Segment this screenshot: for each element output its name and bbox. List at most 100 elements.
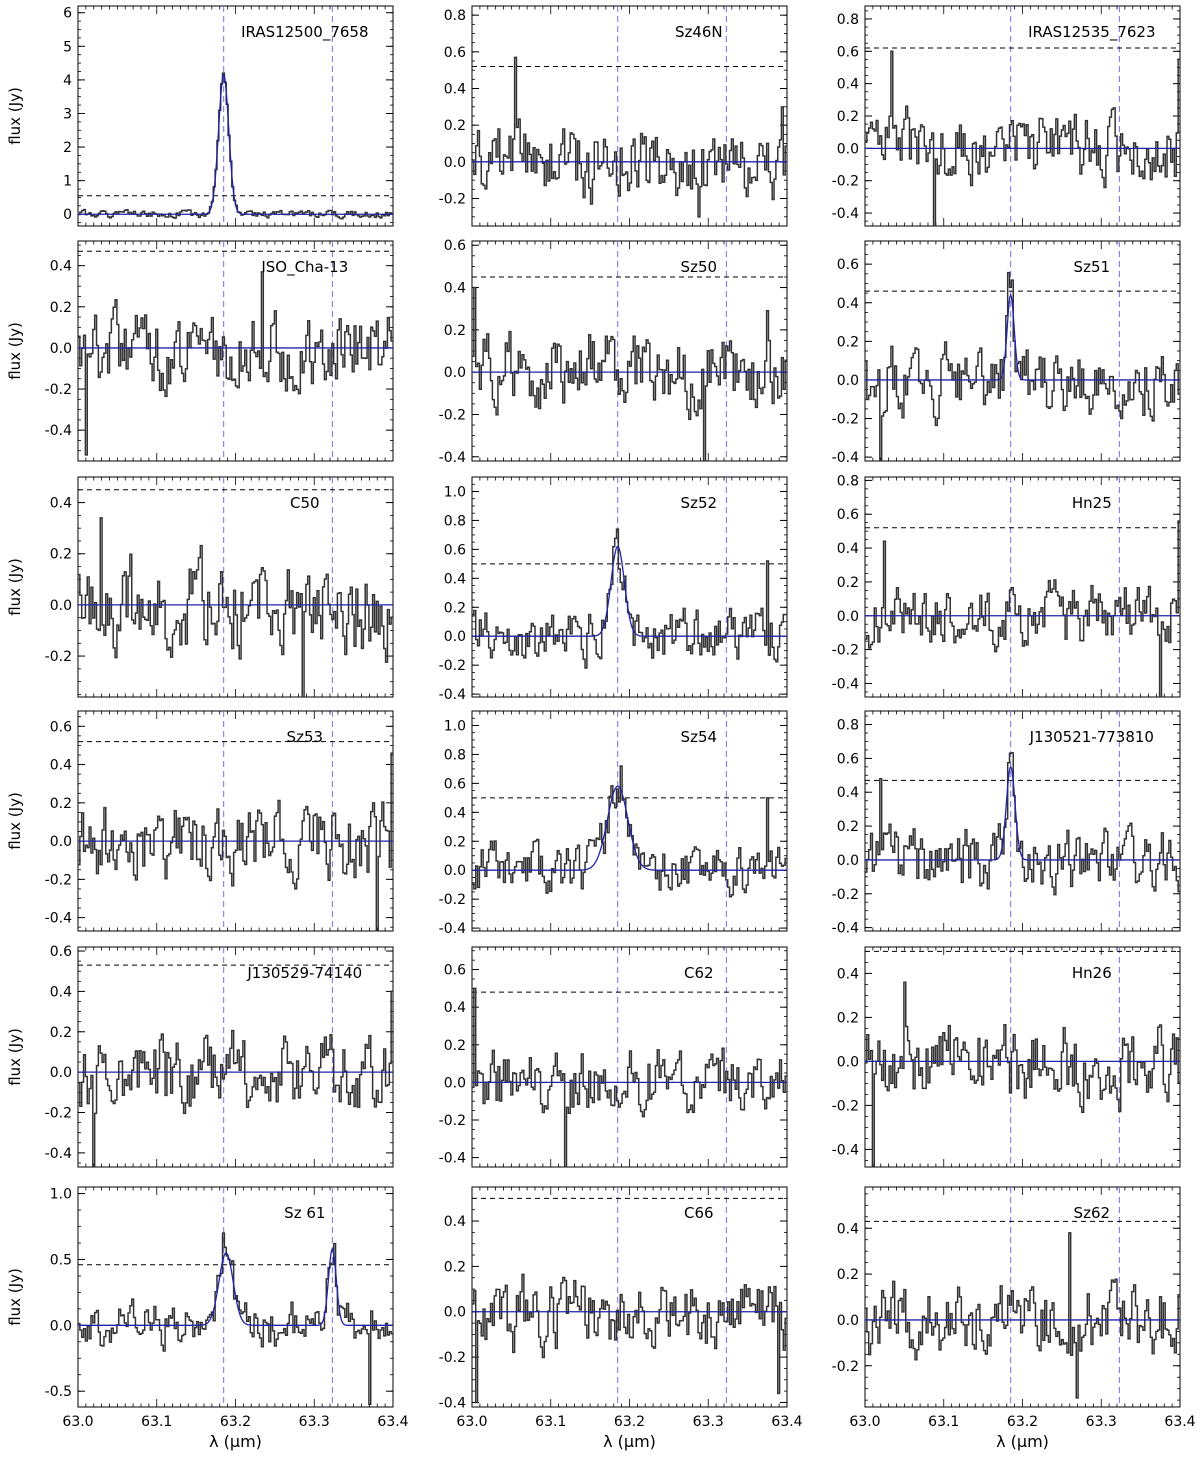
y-tick-label: -0.2 xyxy=(439,407,466,423)
observed-spectrum xyxy=(78,1232,393,1406)
spectrum-panel: -0.2 0.0 0.2 0.4 C50 flux (Jy) xyxy=(6,476,394,698)
observed-spectrum xyxy=(865,752,1180,896)
spectrum-panel: -0.2 0.0 0.2 0.4 0.6 0.8 Sz46N xyxy=(439,5,788,227)
observed-spectrum xyxy=(472,765,787,898)
y-tick-label: 4 xyxy=(63,73,72,89)
y-tick-label: 0.0 xyxy=(444,155,466,171)
spectrum-panel: -0.4 -0.2 0.0 0.2 0.4 C66 63.0 63.1 63.2 63.3 63.4… xyxy=(439,1186,803,1451)
y-tick-label: -0.4 xyxy=(45,423,72,439)
x-tick-label: 63.1 xyxy=(141,1414,172,1430)
y-tick-label: -0.4 xyxy=(832,921,859,937)
observed-spectrum xyxy=(472,286,787,461)
y-axis-label: flux (Jy) xyxy=(6,87,24,145)
y-tick-label: 0.2 xyxy=(444,1259,466,1275)
x-tick-label: 63.2 xyxy=(220,1414,251,1430)
y-tick-label: 0.4 xyxy=(444,1000,466,1016)
y-tick-label: 0.6 xyxy=(444,45,466,61)
spectrum-panel: -0.4 -0.2 0.0 0.2 0.4 0.6 C62 xyxy=(439,946,788,1168)
y-tick-label: 0.0 xyxy=(444,629,466,645)
gaussian-fit xyxy=(78,73,393,215)
y-tick-label: 0.4 xyxy=(444,1214,466,1230)
observed-spectrum xyxy=(78,517,393,697)
panel-frame xyxy=(864,946,1181,1168)
target-name-label: Sz62 xyxy=(1074,1204,1110,1222)
y-tick-label: 0.0 xyxy=(50,834,72,850)
spectrum-panel: -0.4 -0.2 0.0 0.2 0.4 0.6 Sz51 xyxy=(832,240,1181,466)
panel-frame xyxy=(471,476,788,698)
y-axis-label: flux (Jy) xyxy=(6,322,24,380)
observed-spectrum xyxy=(472,56,787,218)
target-name-label: IRAS12500_7658 xyxy=(241,23,368,42)
y-tick-label: -0.2 xyxy=(45,1106,72,1122)
y-tick-label: 0.8 xyxy=(444,8,466,24)
y-tick-label: 0.6 xyxy=(837,257,859,273)
y-tick-label: 0.5 xyxy=(50,1252,72,1268)
x-tick-label: 63.1 xyxy=(928,1414,959,1430)
y-tick-label: 0.4 xyxy=(837,785,859,801)
gaussian-fit xyxy=(472,545,787,637)
y-axis-label: flux (Jy) xyxy=(6,1028,24,1086)
y-tick-label: 0.0 xyxy=(444,365,466,381)
y-tick-label: 0.0 xyxy=(50,1318,72,1334)
observed-spectrum xyxy=(78,752,393,931)
y-tick-label: 0.2 xyxy=(837,334,859,350)
panel-frame xyxy=(77,476,394,698)
panel-frame xyxy=(77,710,394,932)
y-tick-label: -0.2 xyxy=(832,887,859,903)
y-tick-label: 5 xyxy=(63,39,72,55)
y-tick-label: 0.4 xyxy=(837,77,859,93)
y-tick-label: 0.2 xyxy=(837,109,859,125)
target-name-label: C62 xyxy=(684,964,714,982)
y-tick-label: -0.4 xyxy=(45,1146,72,1162)
spectrum-panel: -0.4 -0.2 0.0 0.2 0.4 Hn26 xyxy=(832,946,1181,1168)
spectrum-panel: -0.4 -0.2 0.0 0.2 0.4 0.6 Sz50 xyxy=(439,238,788,466)
y-tick-label: -0.4 xyxy=(45,911,72,927)
x-axis-label: λ (μm) xyxy=(209,1432,262,1451)
observed-spectrum xyxy=(865,271,1180,461)
y-tick-label: 0.0 xyxy=(837,141,859,157)
target-name-label: C50 xyxy=(290,494,320,512)
y-tick-label: 1 xyxy=(63,174,72,190)
y-tick-label: -0.2 xyxy=(832,1098,859,1114)
gaussian-fit xyxy=(472,785,787,871)
y-tick-label: 0.8 xyxy=(837,12,859,28)
gaussian-fit xyxy=(78,1247,393,1326)
panel-frame xyxy=(471,5,788,227)
y-tick-label: 0.0 xyxy=(50,341,72,357)
y-tick-label: 1.0 xyxy=(50,1187,72,1203)
target-name-label: Sz53 xyxy=(287,728,323,746)
y-tick-label: 0.6 xyxy=(444,776,466,792)
y-tick-label: 0.2 xyxy=(837,1267,859,1283)
y-tick-label: 0 xyxy=(63,207,72,223)
y-tick-label: -0.4 xyxy=(832,1142,859,1158)
target-name-label: Sz46N xyxy=(675,23,723,41)
y-tick-label: 0.2 xyxy=(50,1025,72,1041)
y-tick-label: 0.0 xyxy=(837,373,859,389)
panel-frame xyxy=(471,1186,788,1408)
y-tick-label: -0.2 xyxy=(832,643,859,659)
observed-spectrum xyxy=(472,528,787,669)
y-tick-label: 0.4 xyxy=(837,296,859,312)
spectrum-panel: -0.4 -0.2 0.0 0.2 0.4 0.6 Sz53 flux (Jy) xyxy=(6,710,394,932)
x-tick-label: 63.3 xyxy=(299,1414,330,1430)
observed-spectrum xyxy=(865,520,1180,697)
y-tick-label: 0.6 xyxy=(837,751,859,767)
y-tick-label: 0.2 xyxy=(444,834,466,850)
y-tick-label: -0.2 xyxy=(439,1350,466,1366)
y-tick-label: 0.0 xyxy=(837,1054,859,1070)
y-tick-label: 0.0 xyxy=(50,1065,72,1081)
panel-frame xyxy=(864,1186,1181,1408)
observed-spectrum xyxy=(78,72,393,220)
y-tick-label: 0.4 xyxy=(50,984,72,1000)
spectrum-panel: -0.4 -0.2 0.0 0.2 0.4 0.6 0.8 J130521-773810 xyxy=(832,710,1181,937)
y-tick-label: 0.2 xyxy=(444,118,466,134)
y-tick-label: 0.0 xyxy=(837,1313,859,1329)
y-tick-label: 0.2 xyxy=(50,300,72,316)
y-tick-label: 1.0 xyxy=(444,718,466,734)
y-tick-label: 6 xyxy=(63,6,72,22)
x-axis-label: λ (μm) xyxy=(603,1432,656,1451)
y-tick-label: 0.4 xyxy=(50,259,72,275)
y-tick-label: 0.8 xyxy=(837,718,859,734)
y-tick-label: 0.2 xyxy=(444,1038,466,1054)
